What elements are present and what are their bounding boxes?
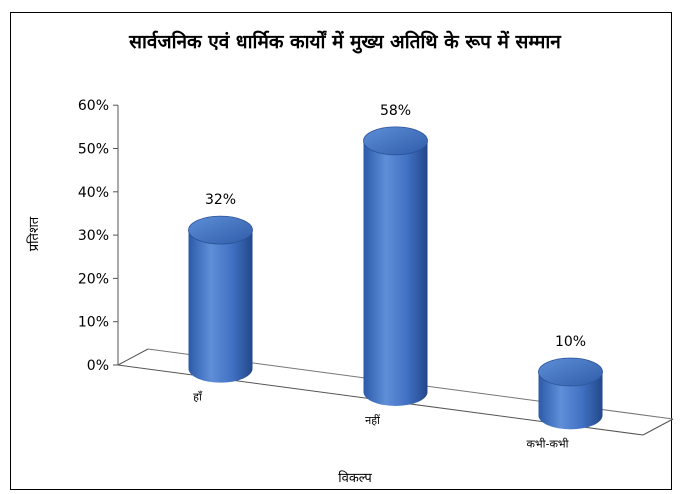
bar-top xyxy=(538,357,603,387)
y-tick-label: 30% xyxy=(78,228,109,244)
category-label: कभी-कभी xyxy=(526,437,568,450)
chart-title: सार्वजनिक एवं धार्मिक कार्यों में मुख्य … xyxy=(128,30,562,54)
data-label: 10% xyxy=(555,334,586,350)
floor-left-edge xyxy=(117,348,149,366)
data-label: 58% xyxy=(380,103,411,119)
category-labels: हाँ नहीं कभी-कभी xyxy=(193,391,569,451)
bar-body xyxy=(538,372,603,430)
y-axis-label: प्रतिशत xyxy=(26,216,42,251)
bar-top xyxy=(188,215,253,245)
floor-right-edge xyxy=(642,418,674,436)
data-label: 32% xyxy=(205,192,236,208)
bar-top xyxy=(363,126,428,156)
bar-body xyxy=(363,140,428,407)
x-axis-label: विकल्प xyxy=(338,470,372,486)
y-tick-label: 10% xyxy=(78,315,109,331)
y-tick-label: 40% xyxy=(78,185,109,201)
y-tick-label: 20% xyxy=(78,271,109,287)
y-tick-label: 60% xyxy=(78,98,109,114)
y-tick-label: 50% xyxy=(78,142,109,158)
y-ticks: 0% 10% 20% 30% 40% 50% 60% xyxy=(78,98,118,374)
category-label: नहीं xyxy=(365,414,380,427)
category-label: हाँ xyxy=(193,391,203,404)
bar-body xyxy=(188,230,253,383)
bar: 58% xyxy=(363,103,428,407)
bar: 10% xyxy=(538,334,603,430)
bar: 32% xyxy=(188,192,253,383)
y-tick-label: 0% xyxy=(87,358,109,374)
bars: 32% 58% 10% xyxy=(188,103,603,430)
